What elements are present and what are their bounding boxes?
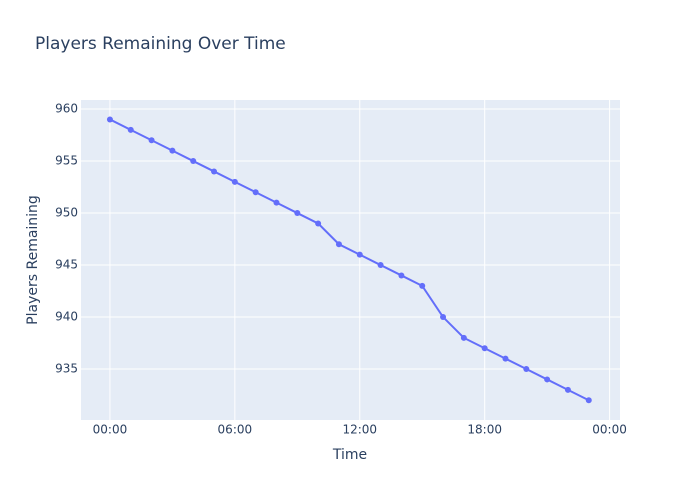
marker bbox=[106, 116, 113, 123]
y-tick-label: 940 bbox=[55, 310, 78, 324]
marker bbox=[190, 158, 197, 165]
y-tick-label: 945 bbox=[55, 258, 78, 272]
marker bbox=[294, 210, 301, 217]
marker bbox=[335, 241, 342, 248]
marker bbox=[502, 355, 509, 362]
marker bbox=[273, 199, 280, 206]
x-tick-label: 00:00 bbox=[93, 423, 128, 437]
plot-area bbox=[81, 100, 620, 420]
marker bbox=[544, 376, 551, 383]
marker bbox=[398, 272, 405, 279]
marker bbox=[315, 220, 322, 227]
x-tick-label: 18:00 bbox=[467, 423, 502, 437]
marker bbox=[585, 397, 592, 404]
x-tick-label: 00:00 bbox=[592, 423, 627, 437]
x-tick-label: 12:00 bbox=[342, 423, 377, 437]
marker bbox=[377, 262, 384, 269]
marker bbox=[481, 345, 488, 352]
marker bbox=[169, 147, 176, 154]
y-tick-label: 955 bbox=[55, 154, 78, 168]
marker bbox=[440, 314, 447, 321]
marker bbox=[252, 189, 259, 196]
y-axis-title: Players Remaining bbox=[25, 195, 41, 325]
y-tick-label: 950 bbox=[55, 206, 78, 220]
marker bbox=[231, 178, 238, 185]
y-tick-label: 960 bbox=[55, 102, 78, 116]
y-tick-label: 935 bbox=[55, 362, 78, 376]
x-axis-title: Time bbox=[332, 447, 367, 463]
marker bbox=[127, 126, 134, 133]
chart-title: Players Remaining Over Time bbox=[35, 34, 286, 54]
marker bbox=[523, 366, 530, 373]
marker bbox=[148, 137, 155, 144]
marker bbox=[211, 168, 218, 175]
line bbox=[109, 118, 590, 402]
marker bbox=[564, 386, 571, 393]
marker bbox=[460, 334, 467, 341]
marker bbox=[419, 282, 426, 289]
marker bbox=[356, 251, 363, 258]
x-tick-label: 06:00 bbox=[218, 423, 253, 437]
